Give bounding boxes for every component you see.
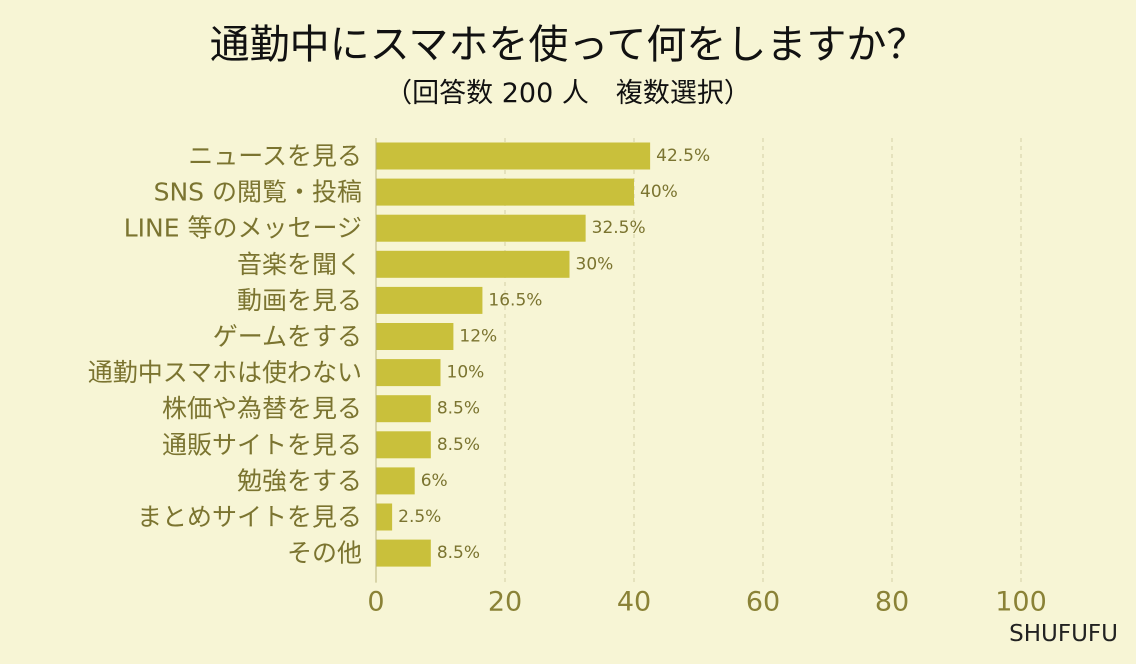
bars	[376, 142, 651, 567]
category-label-3: 音楽を聞く	[237, 250, 362, 279]
bar-4	[376, 286, 483, 314]
bar-3	[376, 250, 570, 278]
x-tick-label-1: 20	[488, 587, 522, 618]
value-label-4: 16.5%	[488, 290, 542, 310]
value-label-8: 8.5%	[437, 435, 480, 455]
bar-5	[376, 323, 454, 350]
x-tick-label-4: 80	[875, 587, 909, 618]
category-label-9: 勉強をする	[237, 466, 362, 495]
category-labels: ニュースを見る SNS の閲覧・投稿 LINE 等のメッセージ音楽を聞く動画を見るゲ…	[88, 142, 362, 568]
grid-lines	[504, 138, 1022, 583]
x-tick-label-3: 60	[746, 587, 780, 618]
bar-8	[376, 431, 431, 459]
value-label-3: 30%	[576, 254, 614, 274]
bar-11	[376, 539, 431, 567]
bar-0	[376, 142, 651, 170]
value-label-5: 12%	[459, 327, 497, 347]
bar-1	[376, 178, 634, 206]
category-label-0: ニュースを見る	[188, 142, 362, 171]
value-labels: 42.5% 40% 32.5% 30% 16.5% 12% 10% 8.5% 8.5% 6% 2.5…	[398, 146, 710, 563]
x-axis: 0 20 40 60 80 100	[367, 138, 1047, 618]
value-label-6: 10%	[447, 363, 485, 383]
category-label-11: その他	[287, 539, 362, 568]
bar-7	[376, 395, 431, 423]
bar-6	[376, 359, 441, 387]
category-label-7: 株価や為替を見る	[162, 394, 362, 423]
category-label-8: 通販サイトを見る	[162, 430, 362, 459]
value-label-1: 40%	[640, 182, 678, 202]
value-label-2: 32.5%	[592, 218, 646, 238]
bar-9	[376, 467, 415, 495]
x-tick-label-0: 0	[367, 587, 384, 618]
value-label-9: 6%	[421, 471, 448, 491]
x-tick-label-2: 40	[617, 587, 651, 618]
value-label-10: 2.5%	[398, 507, 441, 527]
category-label-2: LINE 等のメッセージ	[124, 214, 362, 243]
category-label-1: SNS の閲覧・投稿	[154, 178, 362, 207]
category-label-4: 動画を見る	[237, 286, 362, 315]
brand-logo-text: SHUFUFU	[1009, 621, 1118, 647]
value-label-7: 8.5%	[437, 399, 480, 419]
value-label-0: 42.5%	[656, 146, 710, 166]
value-label-11: 8.5%	[437, 543, 480, 563]
category-label-6: 通勤中スマホは使わない	[88, 358, 362, 387]
bar-2	[376, 214, 586, 242]
bar-10	[376, 503, 393, 531]
category-label-10: まとめサイトを見る	[137, 503, 362, 532]
category-label-5: ゲームをする	[213, 322, 362, 351]
x-tick-label-5: 100	[995, 587, 1047, 618]
chart-title: 通勤中にスマホを使って何をしますか？	[210, 22, 927, 68]
chart-subtitle: （回答数 200 人 複数選択）	[385, 78, 751, 109]
